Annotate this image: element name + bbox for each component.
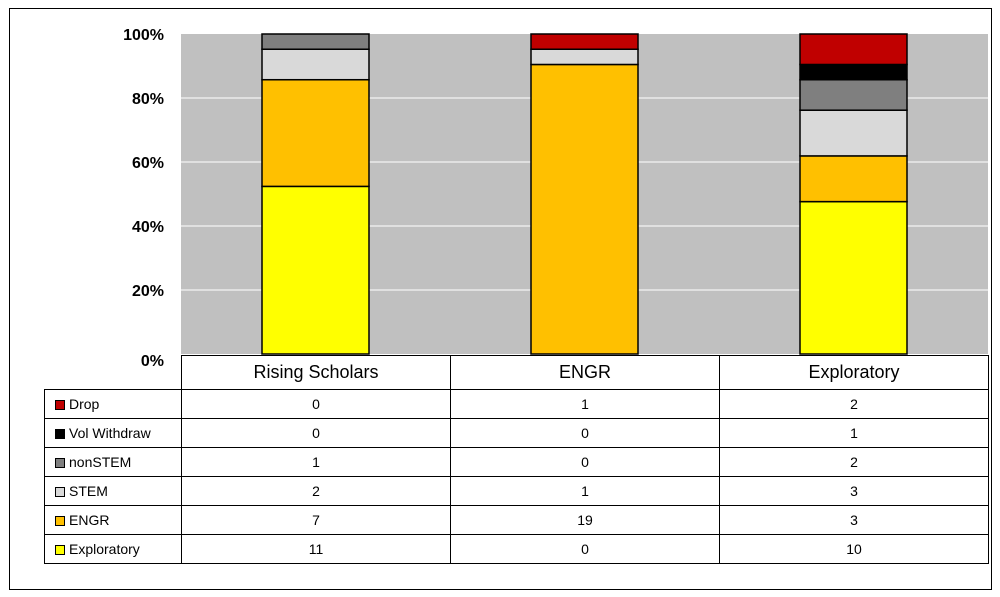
table-row: Vol Withdraw 0 0 1 [44, 418, 989, 448]
bar-segment [799, 109, 908, 157]
data-label: 3 [719, 476, 989, 506]
data-label: 11 [181, 534, 451, 564]
bar-segment [799, 155, 908, 203]
data-label: 0 [450, 534, 720, 564]
data-label: 0 [450, 418, 720, 448]
legend-entry: Exploratory [44, 534, 182, 564]
y-tick-label: 20% [132, 283, 164, 300]
legend-entry: Vol Withdraw [44, 418, 182, 448]
table-row: STEM 2 1 3 [44, 476, 989, 506]
y-tick-label: 80% [132, 91, 164, 108]
legend-label: Vol Withdraw [69, 425, 151, 441]
table-corner [44, 355, 182, 390]
bar-segment [530, 33, 639, 50]
legend-swatch [55, 458, 65, 468]
category-label: ENGR [450, 355, 720, 390]
legend-swatch [55, 545, 65, 555]
data-label: 3 [719, 505, 989, 535]
y-axis-ticks: 0%20%40%60%80%100% [123, 27, 164, 370]
table-header-row: Rising Scholars ENGR Exploratory [44, 355, 989, 390]
data-label: 19 [450, 505, 720, 535]
table-row: ENGR 7 19 3 [44, 505, 989, 535]
y-tick-label: 100% [123, 27, 164, 44]
bar-segment [261, 78, 370, 188]
data-label: 0 [181, 389, 451, 419]
legend-label: Exploratory [69, 541, 140, 557]
bars [261, 33, 908, 355]
data-label: 2 [719, 389, 989, 419]
data-label: 1 [181, 447, 451, 477]
table-row: Drop 0 1 2 [44, 389, 989, 419]
data-table: Rising Scholars ENGR Exploratory Drop 0 1 2 Vol… [44, 355, 989, 564]
bar-segment [799, 78, 908, 111]
bar-segment [799, 33, 908, 66]
y-tick-label: 40% [132, 219, 164, 236]
legend-label: STEM [69, 483, 108, 499]
data-label: 10 [719, 534, 989, 564]
legend-swatch [55, 400, 65, 410]
legend-swatch [55, 429, 65, 439]
category-label: Rising Scholars [181, 355, 451, 390]
category-label: Exploratory [719, 355, 989, 390]
legend-entry: ENGR [44, 505, 182, 535]
bar-segment [799, 200, 908, 355]
data-label: 1 [450, 389, 720, 419]
table-row: Exploratory 11 0 10 [44, 534, 989, 564]
y-tick-label: 60% [132, 155, 164, 172]
table-row: nonSTEM 1 0 2 [44, 447, 989, 477]
legend-swatch [55, 516, 65, 526]
bar-segment [261, 185, 370, 355]
legend-entry: Drop [44, 389, 182, 419]
data-label: 7 [181, 505, 451, 535]
legend-entry: nonSTEM [44, 447, 182, 477]
bar-segment [261, 48, 370, 81]
data-label: 0 [181, 418, 451, 448]
legend-swatch [55, 487, 65, 497]
data-label: 2 [181, 476, 451, 506]
data-label: 1 [450, 476, 720, 506]
data-label: 0 [450, 447, 720, 477]
data-label: 1 [719, 418, 989, 448]
bar-segment [261, 33, 370, 50]
bar-segment [530, 63, 639, 355]
legend-entry: STEM [44, 476, 182, 506]
data-label: 2 [719, 447, 989, 477]
legend-label: Drop [69, 396, 100, 412]
legend-label: nonSTEM [69, 454, 132, 470]
legend-label: ENGR [69, 512, 110, 528]
bar-segment [530, 48, 639, 66]
bar-segment [799, 63, 908, 81]
